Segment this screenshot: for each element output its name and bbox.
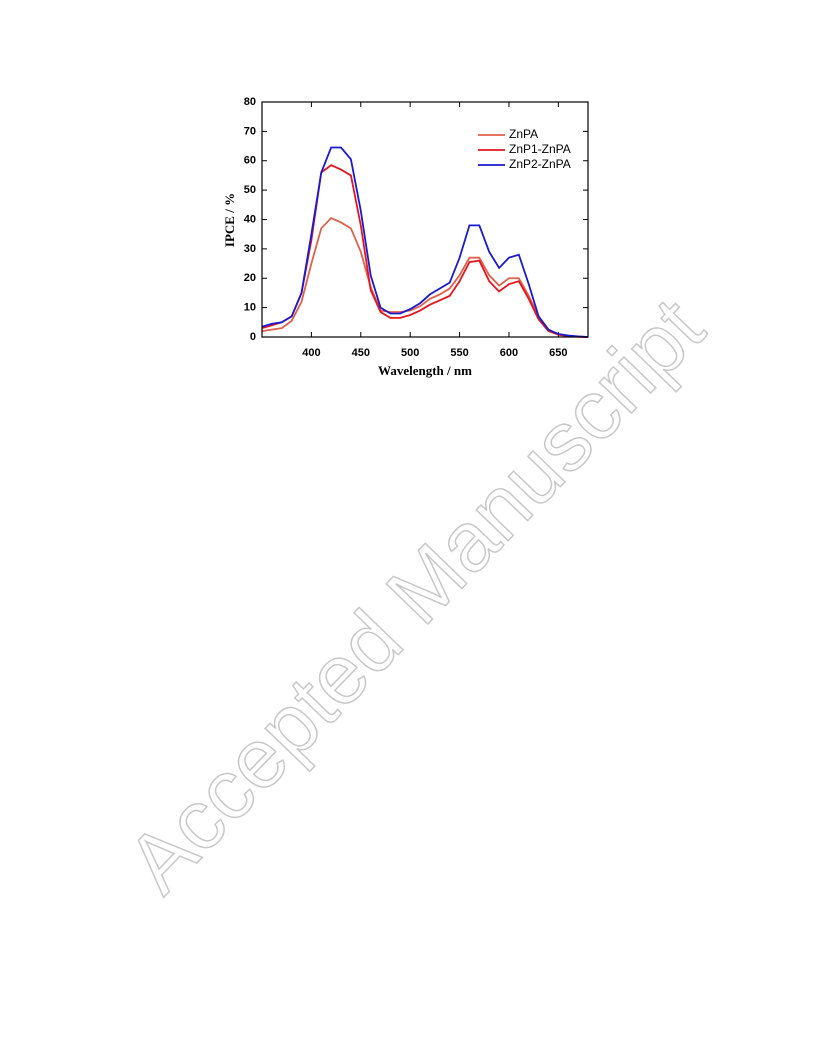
legend-label: ZnP2-ZnPA bbox=[509, 157, 571, 171]
y-tick-label: 0 bbox=[250, 331, 256, 343]
x-tick-label: 450 bbox=[352, 347, 370, 359]
y-tick-label: 50 bbox=[244, 184, 256, 196]
x-tick-label: 550 bbox=[450, 347, 468, 359]
y-tick-label: 60 bbox=[244, 155, 256, 167]
legend-label: ZnPA bbox=[509, 127, 538, 141]
y-axis-label: IPCE / % bbox=[222, 193, 237, 247]
series-line bbox=[261, 164, 589, 338]
x-tick-label: 650 bbox=[549, 347, 567, 359]
series-line bbox=[261, 146, 589, 338]
x-tick-label: 500 bbox=[401, 347, 419, 359]
y-tick-label: 20 bbox=[244, 272, 256, 284]
y-tick-label: 80 bbox=[244, 96, 256, 108]
y-tick-label: 40 bbox=[244, 213, 256, 225]
x-tick-label: 600 bbox=[500, 347, 518, 359]
x-axis-label: Wavelength / nm bbox=[378, 363, 472, 378]
x-tick-label: 400 bbox=[302, 347, 320, 359]
y-tick-label: 30 bbox=[244, 243, 256, 255]
series-line bbox=[261, 216, 589, 338]
legend-label: ZnP1-ZnPA bbox=[509, 142, 571, 156]
y-tick-label: 10 bbox=[244, 302, 256, 314]
plot-frame bbox=[261, 101, 589, 338]
y-tick-label: 70 bbox=[244, 125, 256, 137]
